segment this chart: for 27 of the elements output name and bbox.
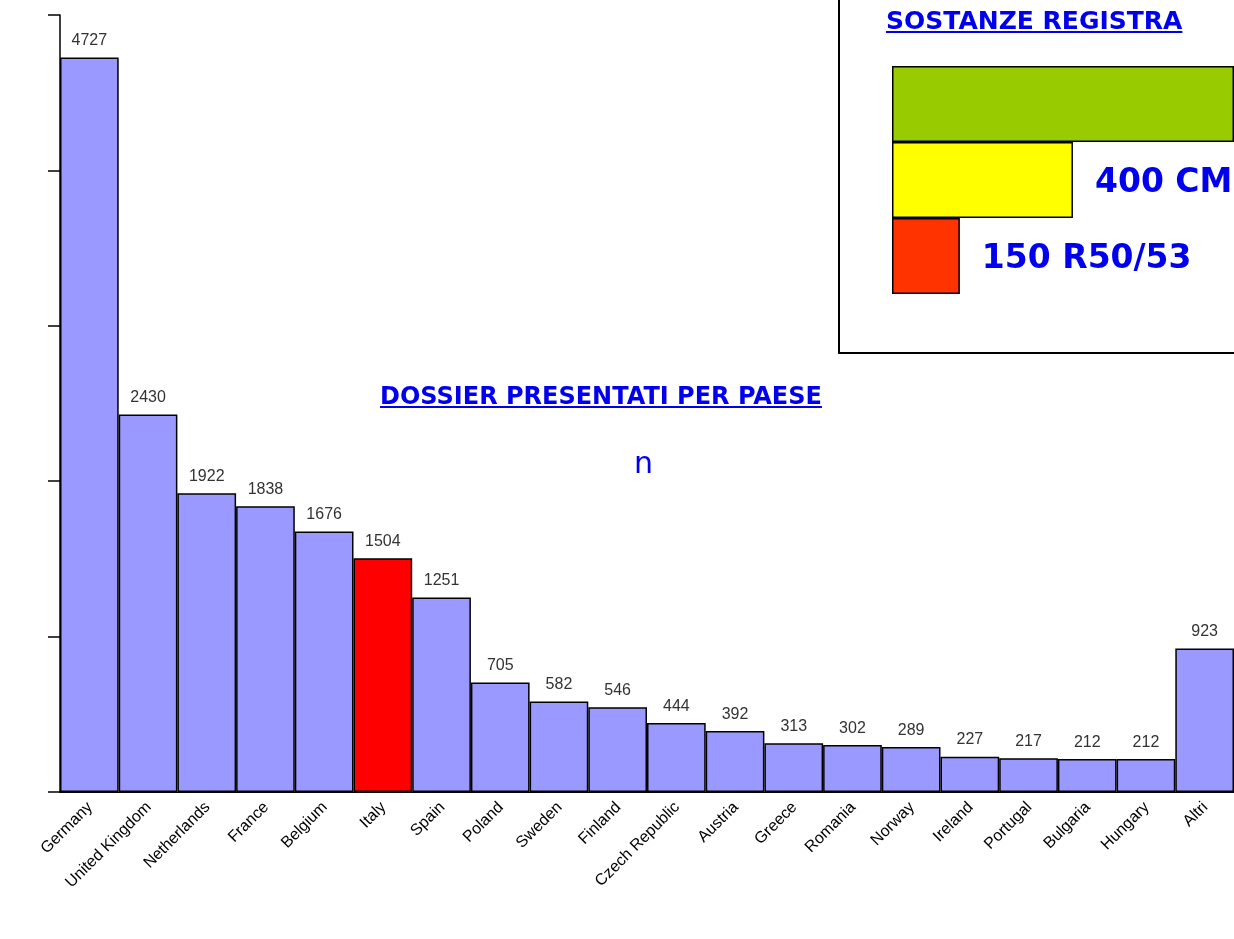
data-label: 1922 bbox=[188, 466, 225, 484]
data-label: 4727 bbox=[71, 30, 108, 48]
data-label: 1838 bbox=[247, 479, 284, 497]
text: DOSSIER PRESENTATI PER PAESE bbox=[380, 382, 822, 410]
data-label: 1504 bbox=[365, 531, 401, 549]
data-label: 444 bbox=[663, 696, 690, 714]
chart-title: SOSTANZE REGISTRA bbox=[886, 6, 1183, 35]
data-label: 582 bbox=[545, 675, 573, 693]
data-label: 217 bbox=[1015, 731, 1042, 749]
data-label: 212 bbox=[1073, 732, 1101, 750]
x-tick-label: Italy bbox=[356, 797, 389, 831]
x-tick-label: Altri bbox=[1179, 797, 1211, 830]
data-label: 705 bbox=[486, 655, 514, 673]
data-label: 302 bbox=[839, 718, 866, 736]
data-label: 1676 bbox=[306, 505, 343, 523]
data-label: 227 bbox=[956, 730, 984, 748]
data-label: 150 R50/53 bbox=[981, 236, 1192, 276]
data-label: 546 bbox=[604, 680, 632, 698]
data-label: 392 bbox=[721, 704, 749, 722]
data-label: 212 bbox=[1132, 732, 1160, 750]
data-label: 2430 bbox=[130, 387, 166, 405]
data-label: 923 bbox=[1191, 622, 1219, 640]
data-label: 400 CM bbox=[1094, 160, 1233, 200]
data-label: 1251 bbox=[423, 571, 460, 589]
data-label: 289 bbox=[897, 720, 925, 738]
text: n bbox=[634, 445, 654, 480]
data-label: 313 bbox=[780, 716, 808, 734]
